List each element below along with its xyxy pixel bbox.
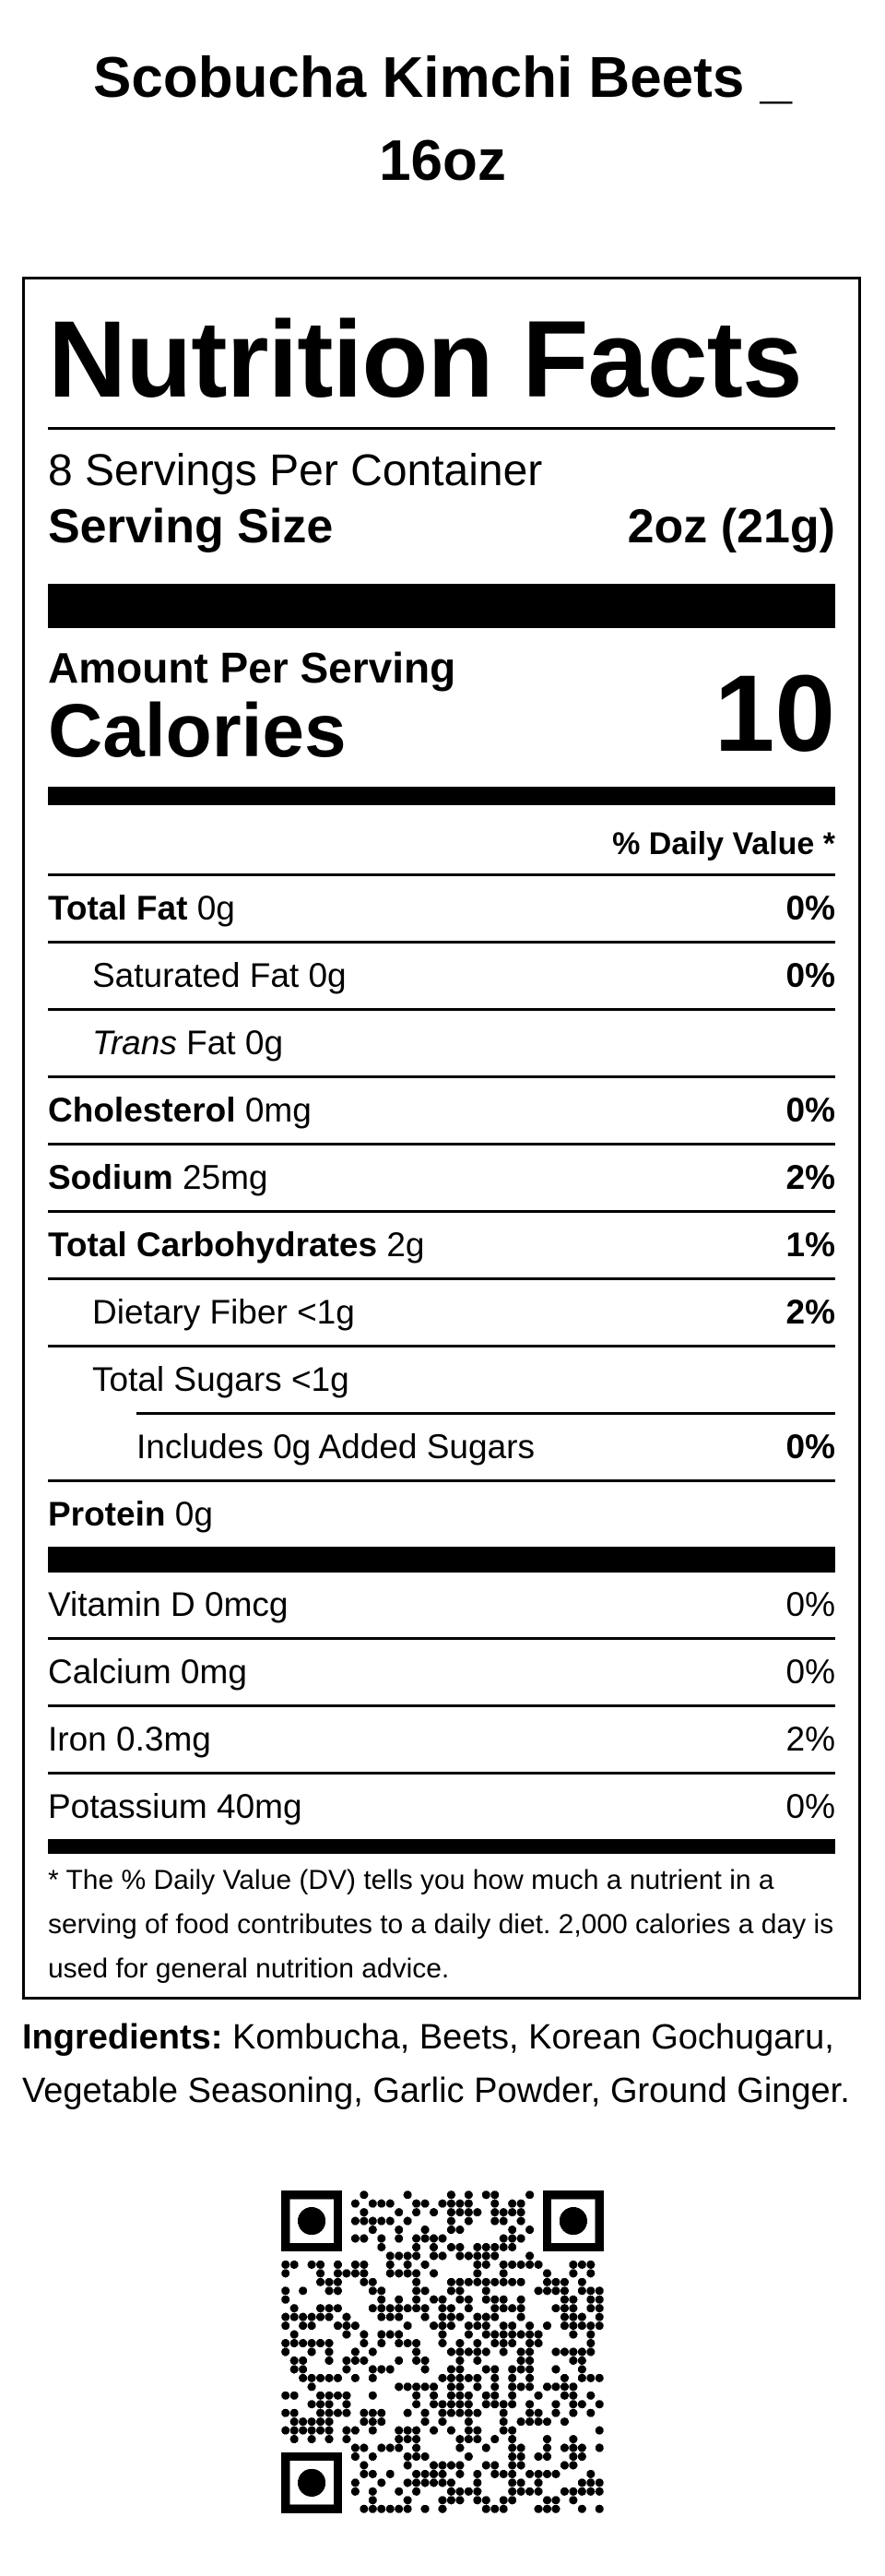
nutrient-row-cholesterol: Cholesterol 0mg 0% [48, 1078, 835, 1143]
vitamin-dv: 0% [785, 1585, 835, 1623]
vitamin-name: Iron [48, 1720, 107, 1758]
vitamin-row-calcium: Calcium 0mg 0% [48, 1640, 835, 1704]
vitamin-row-potassium: Potassium 40mg 0% [48, 1775, 835, 1839]
ingredients-label: Ingredients: [22, 2018, 223, 2057]
nutrition-facts-heading: Nutrition Facts [48, 299, 803, 421]
nutrient-dv: 0% [785, 956, 835, 994]
nutrient-name: Saturated Fat [92, 956, 300, 994]
divider-thin-indented [136, 1412, 835, 1415]
vitamin-name: Potassium [48, 1787, 207, 1825]
divider-thin [48, 941, 835, 944]
nutrient-name: Total Fat [48, 889, 188, 927]
nutrient-row-added-sugars: Includes 0g Added Sugars 0% [136, 1415, 835, 1479]
vitamin-amount: 0mg [180, 1653, 247, 1691]
nutrient-amount: 25mg [182, 1158, 268, 1196]
vitamin-dv: 2% [785, 1720, 835, 1758]
calories-label: Calories [48, 689, 347, 773]
divider-thin [48, 873, 835, 876]
vitamin-dv: 0% [785, 1653, 835, 1691]
nutrient-name: Total Carbohydrates [48, 1226, 378, 1264]
ingredients-statement: Ingredients: Kombucha, Beets, Korean Goc… [22, 2011, 870, 2118]
serving-size-value: 2oz (21g) [627, 500, 835, 553]
vitamin-row-vitamin-d: Vitamin D 0mcg 0% [48, 1573, 835, 1637]
nutrient-name: Sodium [48, 1158, 173, 1196]
nutrient-row-total-fat: Total Fat 0g 0% [48, 876, 835, 941]
nutrient-name: Protein [48, 1495, 166, 1533]
divider-thick [48, 584, 835, 628]
nutrient-name-italic: Trans [92, 1024, 177, 1062]
nutrient-dv: 2% [785, 1158, 835, 1196]
divider-thin [48, 1008, 835, 1011]
divider-thin [48, 1075, 835, 1078]
nutrient-row-total-carbohydrates: Total Carbohydrates 2g 1% [48, 1213, 835, 1277]
serving-size-row: Serving Size 2oz (21g) [48, 499, 835, 554]
vitamin-name: Calcium [48, 1653, 171, 1691]
nutrient-name: Total Sugars [92, 1360, 282, 1398]
qr-code-icon[interactable] [281, 2190, 604, 2513]
divider-thin [48, 1637, 835, 1640]
nutrient-row-dietary-fiber: Dietary Fiber <1g 2% [92, 1280, 835, 1345]
servings-per-container: 8 Servings Per Container [48, 446, 543, 495]
divider-thin [48, 1704, 835, 1707]
calories-value: 10 [714, 653, 835, 775]
nutrient-amount: 2g [386, 1226, 425, 1264]
divider-medium [48, 787, 835, 805]
divider-thin [48, 1277, 835, 1280]
divider-thin [48, 1345, 835, 1347]
nutrient-amount: 0g [196, 889, 235, 927]
nutrient-dv: 1% [785, 1226, 835, 1264]
daily-value-header: % Daily Value * [612, 826, 835, 861]
nutrient-amount: 0mg [244, 1091, 312, 1129]
divider-thin [48, 1210, 835, 1213]
nutrient-row-total-sugars: Total Sugars <1g [92, 1347, 835, 1412]
amount-per-serving: Amount Per Serving [48, 644, 456, 692]
divider-medium [48, 1839, 835, 1854]
nutrient-amount: 0g [308, 956, 347, 994]
nutrient-name: Fat [186, 1024, 236, 1062]
nutrient-dv: 0% [785, 1428, 835, 1466]
vitamin-amount: 0.3mg [116, 1720, 211, 1758]
nutrient-name: Dietary Fiber [92, 1293, 288, 1331]
vitamin-amount: 40mg [217, 1787, 302, 1825]
divider-thin [48, 427, 835, 430]
nutrient-amount: 0g [244, 1024, 284, 1062]
nutrient-row-trans-fat: Trans Fat 0g [92, 1011, 835, 1075]
nutrition-facts-panel: Nutrition Facts 8 Servings Per Container… [22, 277, 861, 2000]
nutrient-name: Cholesterol [48, 1091, 236, 1129]
nutrient-amount: <1g [290, 1360, 349, 1398]
divider-thin [48, 1143, 835, 1146]
daily-value-footnote: * The % Daily Value (DV) tells you how m… [48, 1865, 834, 1984]
nutrient-dv: 0% [785, 1091, 835, 1129]
nutrient-dv: 2% [785, 1293, 835, 1331]
serving-size-label: Serving Size [48, 500, 334, 553]
divider-thick [48, 1547, 835, 1573]
nutrient-row-saturated-fat: Saturated Fat 0g 0% [92, 944, 835, 1008]
nutrient-dv: 0% [785, 889, 835, 927]
divider-thin [48, 1479, 835, 1482]
ingredients-text: Kombucha, Beets, Korean Gochugaru, Veget… [22, 2018, 850, 2110]
vitamin-row-iron: Iron 0.3mg 2% [48, 1707, 835, 1772]
product-title: Scobucha Kimchi Beets _ 16oz [92, 46, 793, 193]
vitamin-amount: 0mcg [205, 1585, 289, 1623]
nutrient-row-sodium: Sodium 25mg 2% [48, 1146, 835, 1210]
nutrient-amount: 0g [174, 1495, 213, 1533]
nutrient-row-protein: Protein 0g [48, 1482, 835, 1547]
vitamin-name: Vitamin D [48, 1585, 195, 1623]
nutrient-name: Includes 0g Added Sugars [136, 1428, 535, 1466]
divider-thin [48, 1772, 835, 1775]
vitamin-dv: 0% [785, 1787, 835, 1825]
nutrient-amount: <1g [297, 1293, 355, 1331]
